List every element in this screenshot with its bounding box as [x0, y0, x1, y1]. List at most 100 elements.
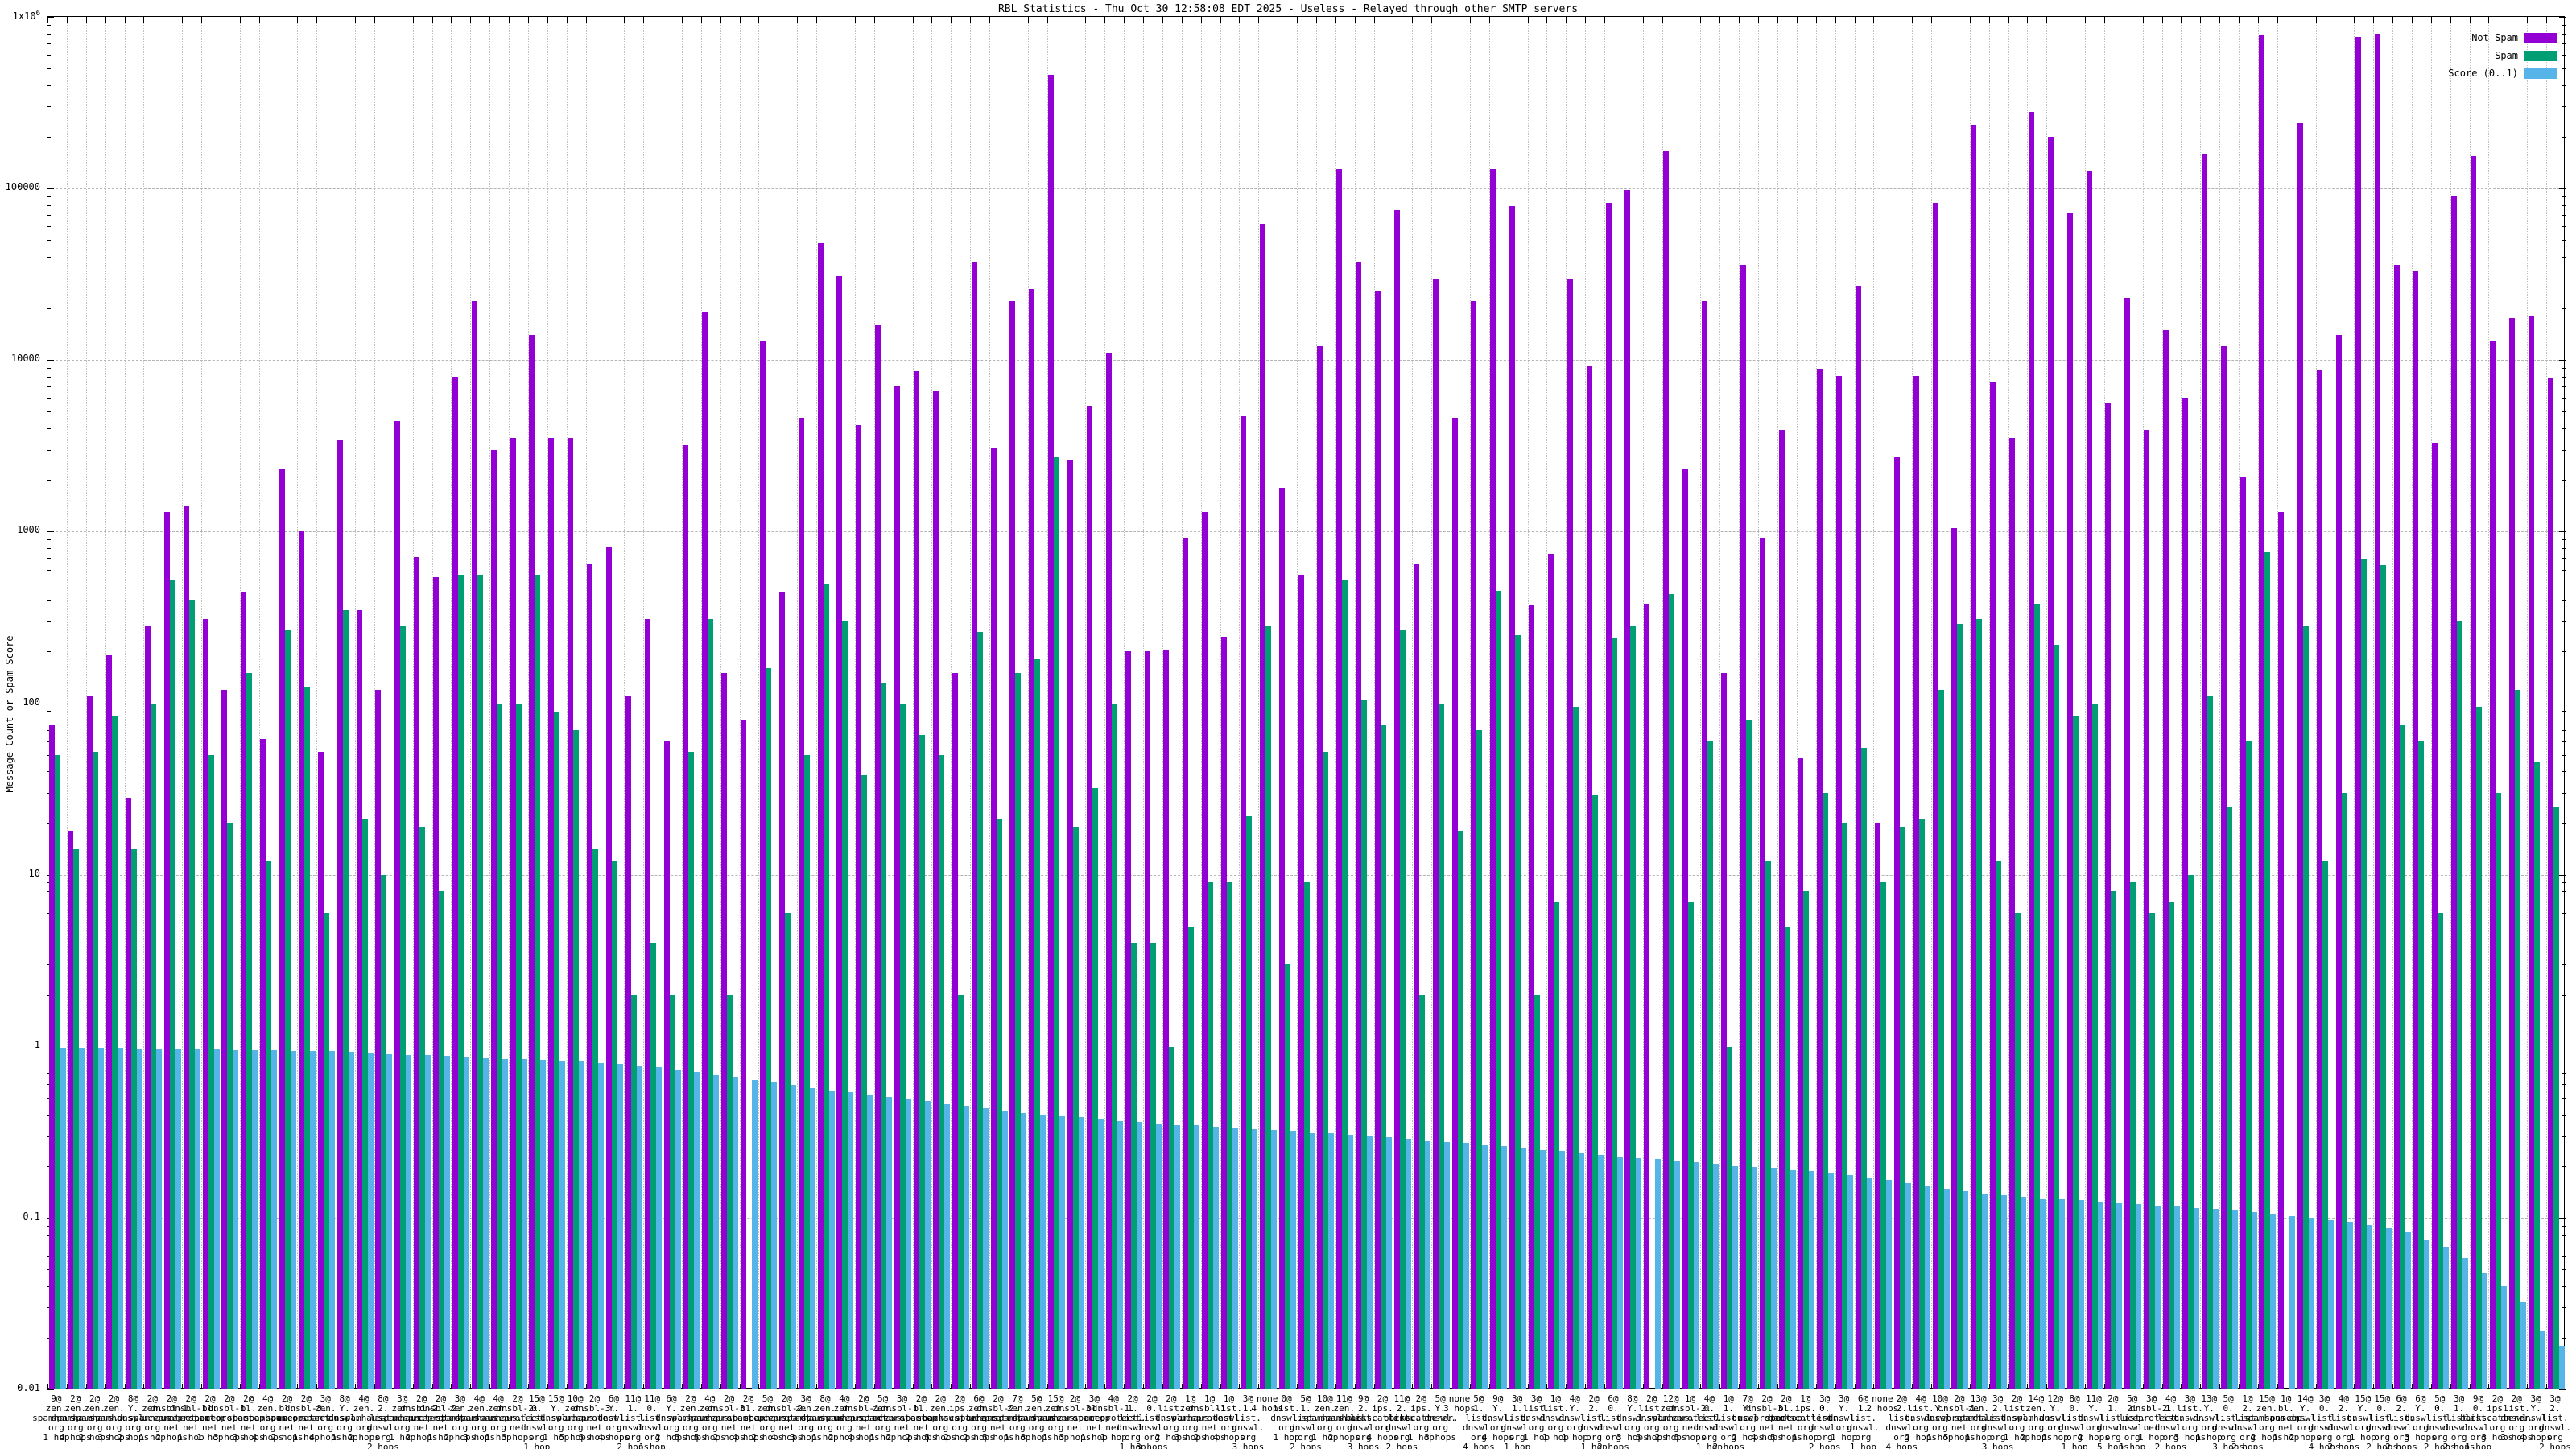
- vertical-gridline: [258, 17, 260, 1388]
- bar-spam: [2169, 901, 2175, 1389]
- bottom-tick: [1796, 1384, 1798, 1389]
- vertical-gridline: [2027, 17, 2029, 1388]
- bar-spam: [688, 752, 695, 1389]
- bar-spam: [1688, 901, 1695, 1389]
- bar-spam: [727, 994, 733, 1389]
- bar-not-spam: [2547, 378, 2553, 1389]
- legend-row-not-spam: Not Spam: [2275, 29, 2557, 47]
- bar-score: [328, 1051, 335, 1389]
- vertical-gridline: [1046, 17, 1048, 1388]
- bar-spam: [2476, 707, 2483, 1389]
- bar-not-spam: [663, 741, 670, 1389]
- y-major-tick: [2559, 360, 2566, 361]
- bottom-tick: [1662, 1384, 1663, 1389]
- x-tick-label: 3@ 2. list. dnswl. org 2 hops: [2539, 1393, 2571, 1449]
- bar-not-spam: [548, 438, 555, 1389]
- top-tick: [258, 17, 260, 23]
- y-minor-tick: [2562, 33, 2566, 35]
- bar-spam: [2553, 806, 2559, 1389]
- legend-row-spam: Spam: [2275, 47, 2557, 64]
- y-minor-tick: [47, 711, 51, 712]
- y-minor-tick: [2562, 711, 2566, 712]
- vertical-gridline: [1777, 17, 1778, 1388]
- vertical-gridline: [1124, 17, 1125, 1388]
- y-major-tick: [2559, 531, 2566, 533]
- bar-score: [2309, 1217, 2315, 1389]
- top-tick: [951, 17, 952, 23]
- bar-spam: [650, 943, 656, 1389]
- x-tick-label: 2@ 2. list. dnswl. org 4 hops: [1885, 1393, 1918, 1449]
- bar-not-spam: [1451, 418, 1458, 1389]
- bar-not-spam: [1393, 209, 1400, 1389]
- bar-score: [752, 1080, 758, 1389]
- bar-spam: [93, 752, 99, 1389]
- bar-score: [1213, 1126, 1220, 1389]
- bar-spam: [381, 874, 387, 1389]
- top-tick: [989, 17, 990, 23]
- top-tick: [1873, 17, 1875, 23]
- bar-not-spam: [1317, 346, 1323, 1389]
- bar-score: [2212, 1208, 2219, 1389]
- y-minor-tick: [2562, 651, 2566, 653]
- bar-score: [1982, 1194, 1988, 1389]
- vertical-gridline: [1412, 17, 1414, 1388]
- bar-not-spam: [336, 440, 343, 1389]
- y-minor-tick: [47, 85, 51, 86]
- bottom-tick: [643, 1384, 645, 1389]
- bar-score: [175, 1048, 181, 1389]
- top-tick: [1315, 17, 1317, 23]
- top-tick: [451, 17, 452, 23]
- bar-score: [2328, 1219, 2334, 1389]
- bottom-tick: [2354, 1384, 2355, 1389]
- bar-score: [1367, 1136, 1373, 1389]
- bottom-tick: [1777, 1384, 1778, 1389]
- top-tick: [2392, 17, 2394, 23]
- x-tick-label: 3@ 1. list. dnswl. org 2 hops: [2442, 1393, 2475, 1449]
- bar-score: [1155, 1123, 1162, 1389]
- bottom-tick: [2219, 1384, 2221, 1389]
- bar-not-spam: [1682, 469, 1689, 1389]
- x-tick-label: 14@ zen. spamhaus. org 2 hops: [2012, 1393, 2061, 1443]
- y-minor-tick: [2562, 428, 2566, 430]
- bottom-tick: [1297, 1384, 1298, 1389]
- x-tick-label: 15@ zen. spamhaus. org 1 hop: [1031, 1393, 1080, 1443]
- top-tick: [1642, 17, 1644, 23]
- vertical-gridline: [797, 17, 799, 1388]
- bar-not-spam: [394, 421, 401, 1389]
- top-tick: [1258, 17, 1260, 23]
- bottom-tick: [1642, 1384, 1644, 1389]
- bar-score: [1943, 1188, 1950, 1389]
- y-major-tick: [2559, 1217, 2566, 1219]
- bar-score: [1463, 1143, 1469, 1389]
- x-tick-label: 4@ zen. spamhaus. org 1 hop: [474, 1393, 522, 1443]
- top-tick: [1604, 17, 1606, 23]
- x-tick-label: 2@ dnsbl-1. uceprotect. net 3 hops: [200, 1393, 259, 1443]
- vertical-gridline: [700, 17, 702, 1388]
- x-tick-label: 11@ 0. list. dnswl. org 1 hop: [636, 1393, 669, 1449]
- bar-not-spam: [2028, 111, 2034, 1389]
- bottom-tick: [66, 1384, 68, 1389]
- bar-score: [1655, 1159, 1662, 1389]
- bar-spam: [169, 580, 175, 1389]
- bar-not-spam: [317, 752, 324, 1389]
- top-tick: [2103, 17, 2105, 23]
- x-tick-label: 5@ 0. list. dnswl. org 3 hops: [2212, 1393, 2244, 1449]
- bar-spam: [823, 583, 829, 1389]
- bar-score: [444, 1055, 451, 1389]
- bar-score: [1482, 1145, 1488, 1389]
- bar-spam: [1976, 618, 1983, 1389]
- top-tick: [1719, 17, 1721, 23]
- bar-not-spam: [1778, 430, 1785, 1389]
- bar-score: [521, 1059, 527, 1389]
- bar-spam: [900, 703, 906, 1389]
- bar-spam: [2033, 603, 2040, 1389]
- top-tick: [509, 17, 510, 23]
- y-minor-tick: [2562, 1286, 2566, 1287]
- bar-score: [252, 1050, 258, 1389]
- bottom-tick: [470, 1384, 472, 1389]
- vertical-gridline: [970, 17, 972, 1388]
- y-minor-tick: [47, 548, 51, 550]
- bar-score: [482, 1057, 489, 1389]
- bar-spam: [1572, 707, 1579, 1389]
- bar-not-spam: [2451, 196, 2458, 1389]
